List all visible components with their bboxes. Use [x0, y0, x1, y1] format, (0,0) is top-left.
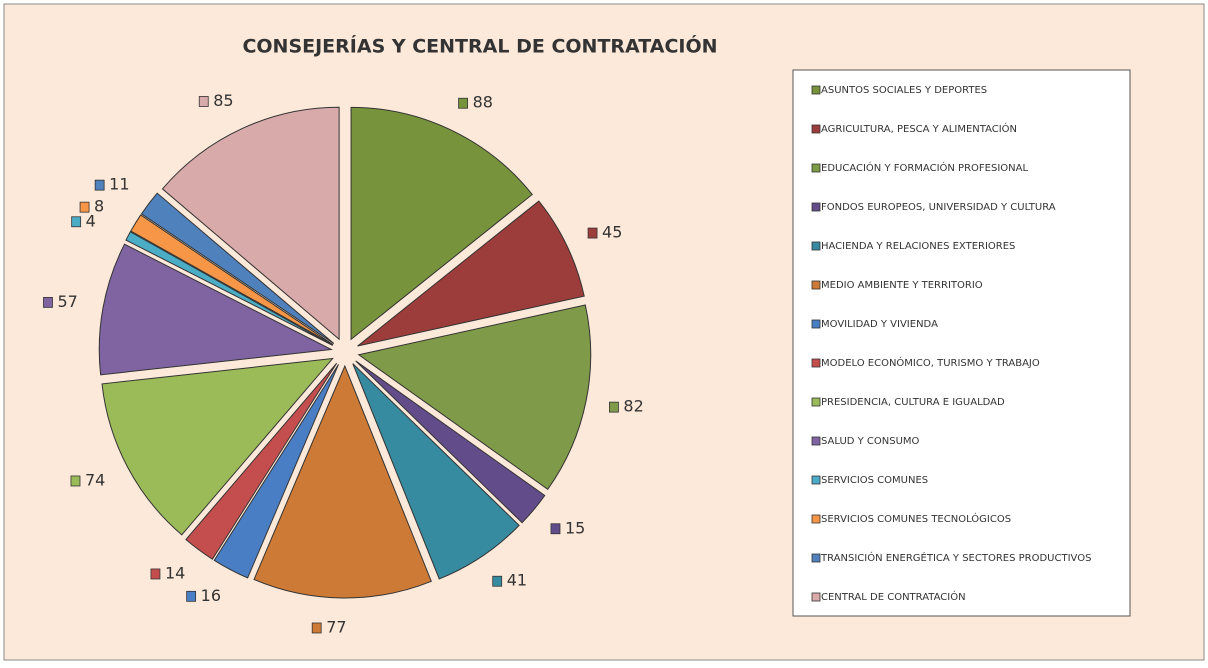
data-label: 11: [109, 175, 129, 194]
label-marker: [70, 475, 81, 487]
label-marker: [94, 179, 105, 191]
legend-box: [792, 69, 1131, 617]
legend-swatch: [811, 514, 821, 524]
legend-label: SERVICIOS COMUNES: [821, 475, 928, 486]
pie-slice: [185, 362, 338, 560]
legend-swatch: [811, 319, 821, 329]
label-marker: [186, 590, 197, 602]
pie-slice: [98, 243, 333, 376]
label-marker: [150, 568, 161, 580]
legend-swatch: [811, 280, 821, 290]
legend-label: FONDOS EUROPEOS, UNIVERSIDAD Y CULTURA: [821, 202, 1056, 213]
pie-slice: [130, 214, 334, 346]
pie-slice: [253, 364, 432, 599]
legend-swatch: [811, 241, 821, 251]
data-label: 57: [57, 292, 77, 311]
label-marker: [311, 622, 322, 634]
data-label: 45: [602, 223, 622, 242]
legend-swatch: [811, 124, 821, 134]
label-marker: [79, 201, 90, 213]
pie-slice: [357, 304, 592, 491]
pie-slice: [213, 364, 339, 579]
pie-slice: [352, 363, 520, 580]
legend-label: MOVILIDAD Y VIVIENDA: [821, 319, 938, 330]
data-label: 77: [326, 617, 346, 636]
legend-swatch: [811, 397, 821, 407]
legend-label: HACIENDA Y RELACIONES EXTERIORES: [821, 241, 1015, 252]
legend-label: EDUCACIÓN Y FORMACIÓN PROFESIONAL: [821, 161, 1028, 174]
pie-slice: [350, 106, 533, 341]
legend-swatch: [811, 436, 821, 446]
data-label: 14: [165, 563, 185, 582]
data-label: 88: [473, 93, 493, 112]
chart-title: CONSEJERÍAS Y CENTRAL DE CONTRATACIÓN: [242, 34, 717, 58]
legend-swatch: [811, 553, 821, 563]
data-label: 16: [201, 586, 221, 605]
pie-slice: [357, 200, 585, 347]
data-label: 15: [565, 518, 585, 537]
label-marker: [198, 96, 209, 107]
pie-slice: [125, 231, 333, 346]
legend-swatch: [811, 592, 821, 602]
data-label: 41: [507, 571, 527, 590]
legend-label: ASUNTOS SOCIALES Y DEPORTES: [821, 85, 987, 96]
label-marker: [609, 401, 619, 413]
label-marker: [587, 227, 598, 239]
pie-slice: [140, 192, 335, 344]
legend-label: CENTRAL DE CONTRATACIÓN: [821, 590, 966, 603]
legend-swatch: [811, 202, 821, 212]
pie-slice: [161, 106, 340, 341]
data-label: 8: [94, 197, 104, 216]
legend-label: MODELO ECONÓMICO, TURISMO Y TRABAJO: [821, 356, 1040, 369]
label-marker: [458, 97, 468, 109]
legend-swatch: [811, 358, 821, 368]
label-marker: [43, 296, 53, 308]
data-label: 74: [85, 470, 105, 489]
legend-label: SALUD Y CONSUMO: [821, 436, 920, 447]
legend-swatch: [811, 475, 821, 485]
data-label: 85: [213, 91, 233, 110]
label-marker: [71, 216, 82, 228]
legend-label: AGRICULTURA, PESCA Y ALIMENTACIÓN: [821, 122, 1017, 135]
legend-label: MEDIO AMBIENTE Y TERRITORIO: [821, 280, 983, 291]
label-marker: [492, 575, 503, 587]
legend-label: PRESIDENCIA, CULTURA E IGUALDAD: [821, 397, 1005, 408]
legend-label: TRANSICIÓN ENERGÉTICA Y SECTORES PRODUCT…: [820, 551, 1091, 564]
legend-label: SERVICIOS COMUNES TECNOLÓGICOS: [821, 512, 1011, 525]
label-marker: [550, 523, 561, 535]
pie-slice: [355, 360, 546, 524]
legend-swatch: [811, 163, 821, 173]
data-label: 82: [623, 397, 643, 416]
pie-slice: [101, 357, 334, 536]
legend-swatch: [811, 85, 821, 95]
data-label: 4: [86, 211, 96, 230]
